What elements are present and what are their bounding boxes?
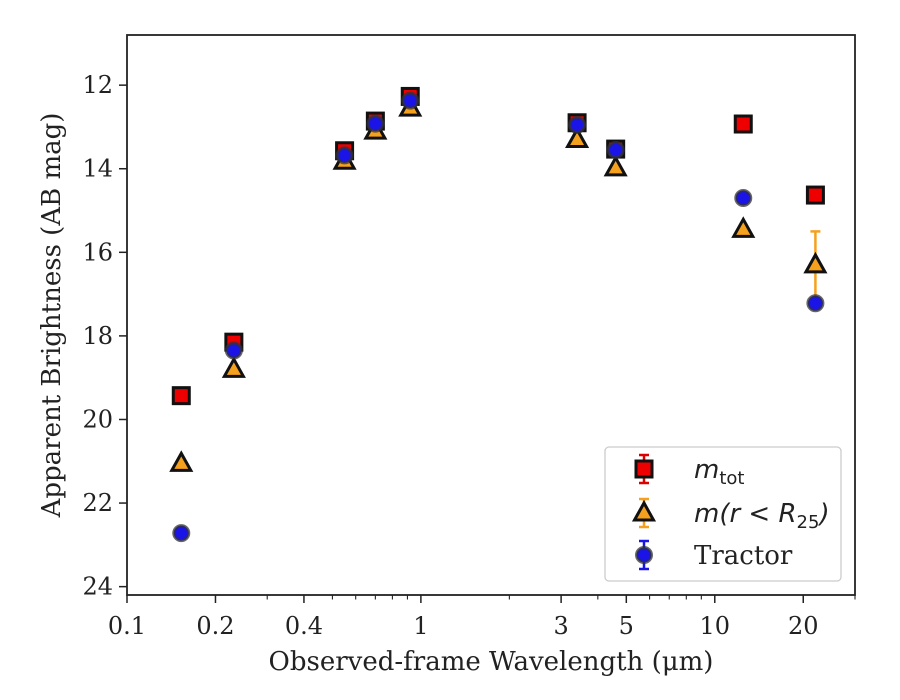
legend-label-text: Tractor <box>694 541 793 571</box>
y-tick-label: 20 <box>82 405 113 433</box>
data-point-mtot <box>733 114 753 134</box>
plot-frame <box>126 34 856 596</box>
x-axis-label: Observed-frame Wavelength (μm) <box>269 647 714 677</box>
data-point-mtot <box>171 386 191 406</box>
x-tick-label: 20 <box>788 612 819 640</box>
legend-label-text: m(r < R <box>694 499 797 529</box>
data-point-tractor <box>172 524 191 543</box>
legend-label-subscript: tot <box>719 468 744 489</box>
data-point-m-r25 <box>603 154 628 177</box>
legend-marker-m-r25 <box>631 499 657 522</box>
data-point-tractor <box>224 341 243 360</box>
x-tick-label: 3 <box>553 612 568 640</box>
data-point-m-r25 <box>221 356 246 378</box>
data-point-m-r25 <box>803 251 828 274</box>
legend-label-m-r25: m(r < R25) <box>694 499 830 533</box>
y-tick-label: 24 <box>82 573 113 601</box>
axis-ticks: 0.1 0.2 0.4 1 3 5 10 20 12 14 16 18 20 22 24 <box>82 71 856 640</box>
y-tick-label: 18 <box>82 322 113 350</box>
x-tick-label: 0.2 <box>196 612 234 640</box>
data-point-tractor <box>568 115 587 134</box>
data-point-tractor <box>734 188 753 207</box>
y-tick-label: 12 <box>82 71 113 99</box>
legend: mtot m(r < R25) Tractor <box>604 446 842 582</box>
data-point-m-r25 <box>565 126 590 148</box>
y-axis-label: Apparent Brightness (AB mag) <box>37 113 67 519</box>
legend-box <box>604 446 842 582</box>
plot-marks <box>169 86 828 543</box>
legend-marker-tractor <box>635 546 653 564</box>
series-tractor <box>172 91 825 543</box>
data-point-m-r25 <box>731 216 756 238</box>
legend-label-subscript: 25 <box>797 512 820 533</box>
x-tick-label: 5 <box>619 612 634 640</box>
data-point-tractor <box>401 91 420 110</box>
y-tick-label: 16 <box>82 238 113 266</box>
data-point-m-r25 <box>169 450 194 472</box>
data-point-tractor <box>606 140 625 159</box>
legend-label-close: ) <box>817 499 829 529</box>
data-point-mtot <box>805 185 825 205</box>
legend-label-mtot: mtot <box>694 455 744 489</box>
data-point-tractor <box>806 294 825 313</box>
data-point-tractor <box>335 146 354 165</box>
legend-label-text: m <box>694 455 719 485</box>
x-tick-label: 1 <box>413 612 428 640</box>
y-tick-label: 14 <box>82 155 113 183</box>
x-tick-label: 10 <box>700 612 731 640</box>
data-point-tractor <box>366 114 385 133</box>
legend-label-tractor: Tractor <box>694 541 793 571</box>
x-tick-label: 0.4 <box>285 612 323 640</box>
legend-marker-mtot <box>634 459 654 479</box>
x-tick-label: 0.1 <box>108 612 146 640</box>
y-tick-label: 22 <box>82 489 113 517</box>
